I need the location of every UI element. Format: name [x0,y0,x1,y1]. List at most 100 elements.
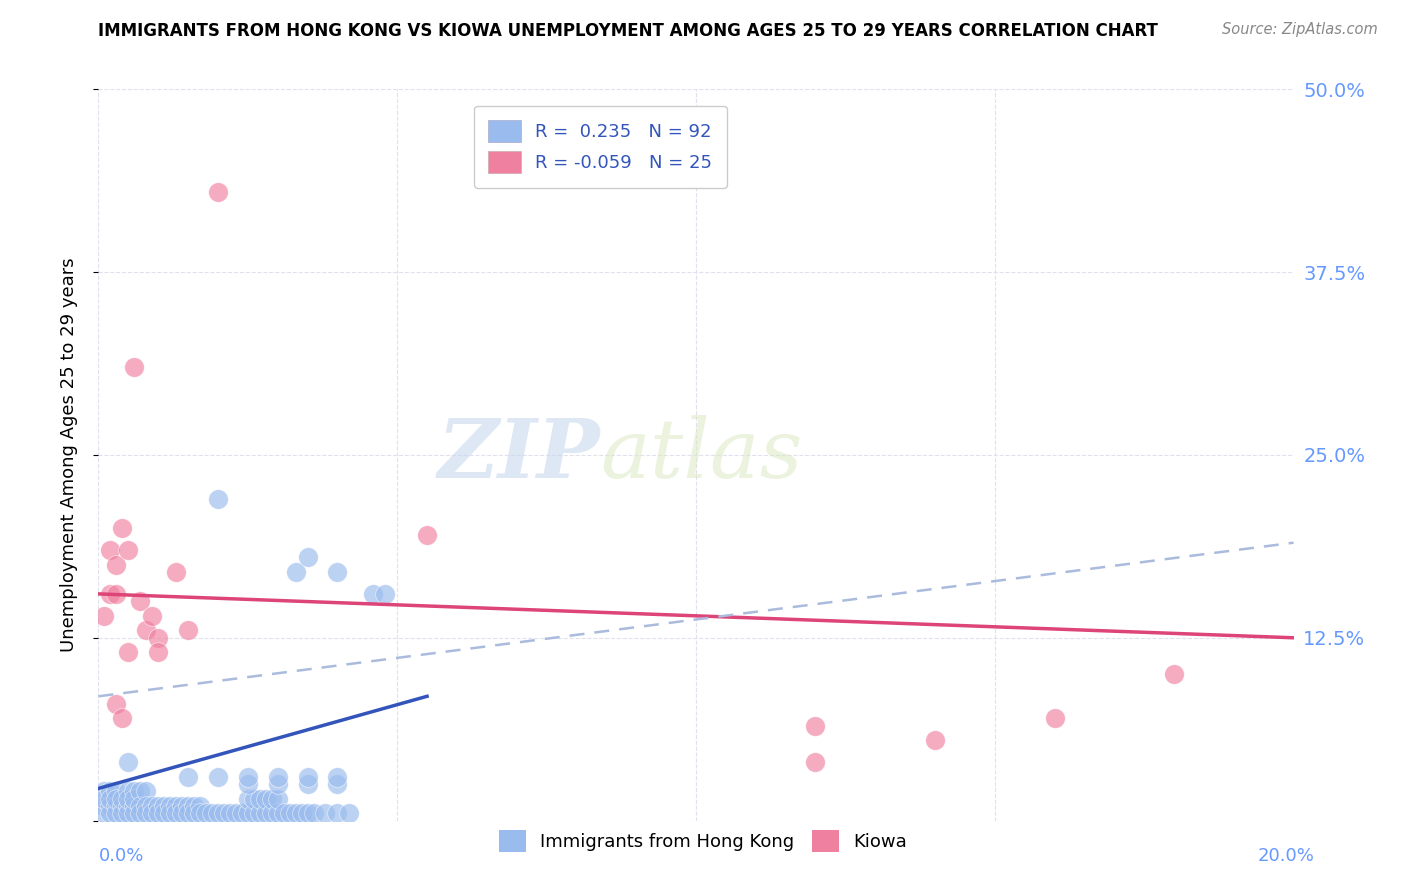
Point [267,770,290,784]
Point [188,806,211,821]
Point [105,799,128,814]
Point [100,784,122,798]
Point [111,806,134,821]
Point [315,806,337,821]
Point [260,791,283,805]
Point [124,784,146,798]
Point [374,587,396,601]
Point [105,791,128,805]
Point [236,791,259,805]
Y-axis label: Unemployment Among Ages 25 to 29 years: Unemployment Among Ages 25 to 29 years [59,258,77,652]
Point [105,697,128,711]
Point [254,791,277,805]
Text: ZIP: ZIP [437,415,600,495]
Point [117,806,139,821]
Point [302,806,325,821]
Point [249,791,271,805]
Point [267,791,290,805]
Point [148,645,170,659]
Point [165,565,187,579]
Point [124,799,146,814]
Text: atlas: atlas [600,415,803,495]
Point [111,521,134,535]
Text: 0.0%: 0.0% [98,847,143,865]
Point [100,587,122,601]
Point [135,799,157,814]
Point [177,799,200,814]
Point [291,806,314,821]
Point [326,777,349,791]
Point [243,806,266,821]
Point [183,806,205,821]
Point [148,799,170,814]
Point [284,806,307,821]
Point [153,806,176,821]
Point [297,806,319,821]
Point [326,565,349,579]
Point [172,806,194,821]
Point [111,711,134,725]
Point [172,799,194,814]
Point [135,806,157,821]
Point [93,806,115,821]
Point [231,806,253,821]
Point [267,777,290,791]
Point [236,770,259,784]
Point [249,806,271,821]
Point [117,799,139,814]
Point [129,799,152,814]
Text: IMMIGRANTS FROM HONG KONG VS KIOWA UNEMPLOYMENT AMONG AGES 25 TO 29 YEARS CORREL: IMMIGRANTS FROM HONG KONG VS KIOWA UNEMP… [98,22,1159,40]
Point [225,806,247,821]
Point [124,791,146,805]
Point [153,799,176,814]
Text: Source: ZipAtlas.com: Source: ZipAtlas.com [1222,22,1378,37]
Point [201,806,224,821]
Point [129,594,152,608]
Point [254,806,277,821]
Point [165,806,187,821]
Point [93,608,115,623]
Point [363,587,385,601]
Legend: Immigrants from Hong Kong, Kiowa: Immigrants from Hong Kong, Kiowa [489,821,917,861]
Point [129,806,152,821]
Point [278,806,301,821]
Point [105,784,128,798]
Point [207,185,229,199]
Point [124,806,146,821]
Point [416,528,439,542]
Point [129,784,152,798]
Point [1163,667,1185,681]
Point [100,806,122,821]
Point [105,806,128,821]
Point [141,806,163,821]
Point [183,799,205,814]
Point [135,624,157,638]
Point [207,770,229,784]
Legend: R =  0.235   N = 92, R = -0.059   N = 25: R = 0.235 N = 92, R = -0.059 N = 25 [474,105,727,187]
Point [135,784,157,798]
Point [93,784,115,798]
Point [117,755,139,769]
Point [177,770,200,784]
Point [117,791,139,805]
Point [297,770,319,784]
Point [124,360,146,375]
Point [159,799,181,814]
Point [297,777,319,791]
Point [326,770,349,784]
Point [260,806,283,821]
Point [297,550,319,565]
Point [148,806,170,821]
Point [141,799,163,814]
Point [93,799,115,814]
Point [236,777,259,791]
Point [100,799,122,814]
Point [188,799,211,814]
Point [165,799,187,814]
Point [117,645,139,659]
Text: 20.0%: 20.0% [1258,847,1315,865]
Point [111,791,134,805]
Point [111,799,134,814]
Point [148,631,170,645]
Point [141,608,163,623]
